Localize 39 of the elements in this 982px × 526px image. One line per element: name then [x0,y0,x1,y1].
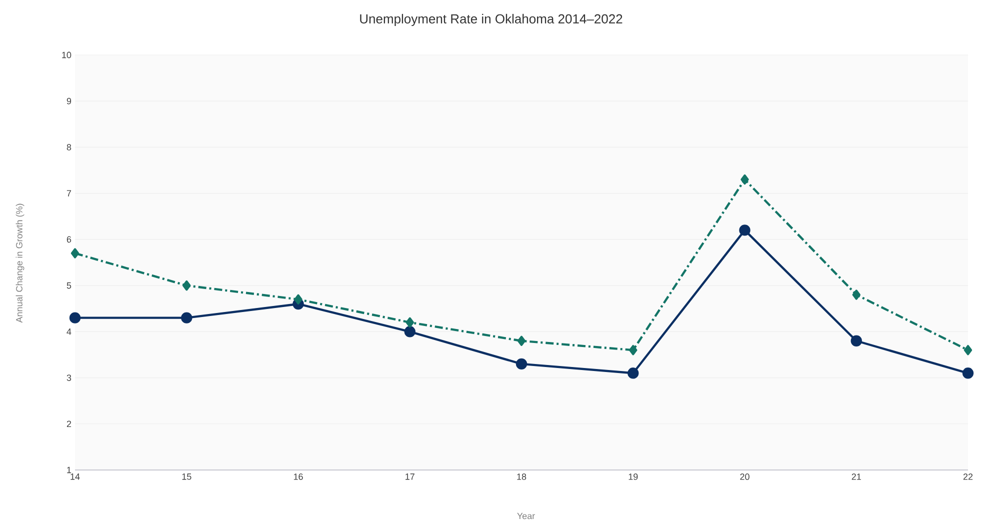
point [629,345,638,356]
point [517,336,526,346]
point [181,312,192,324]
y-tick-label: 9 [66,98,72,104]
point [964,345,972,356]
point [69,312,81,324]
x-axis-title: Year [517,512,535,520]
point [852,290,860,300]
x-tick-label: 18 [517,474,526,480]
y-tick-label: 8 [66,144,72,150]
x-tick-label: 15 [182,474,192,480]
point [740,174,749,185]
point [628,368,639,379]
point [516,358,528,370]
x-tick-label: 17 [406,474,414,480]
x-tick-label: 21 [852,474,861,480]
y-tick-label: 5 [66,282,72,289]
point [850,335,862,346]
y-tick-label: 6 [66,236,72,243]
chart-title: Unemployment Rate in Oklahoma 2014–2022 [360,14,622,26]
y-tick-label: 1 [67,466,72,474]
x-tick-label: 22 [963,474,973,480]
point [294,294,302,304]
point [404,326,416,338]
x-tick-label: 19 [628,474,638,480]
x-tick-label: 20 [740,474,750,480]
point [182,280,191,291]
point [962,368,974,379]
y-axis-title: Annual Change in Growth (%) [16,204,24,323]
y-tick-label: 10 [62,52,72,58]
y-tick-label: 7 [66,190,72,196]
point [70,248,80,258]
y-tick-label: 3 [66,374,72,381]
x-tick-label: 14 [70,474,80,480]
x-tick-label: 16 [294,474,303,480]
y-tick-label: 4 [66,328,72,335]
point [739,224,750,236]
point [406,317,414,328]
y-tick-label: 2 [66,420,72,428]
